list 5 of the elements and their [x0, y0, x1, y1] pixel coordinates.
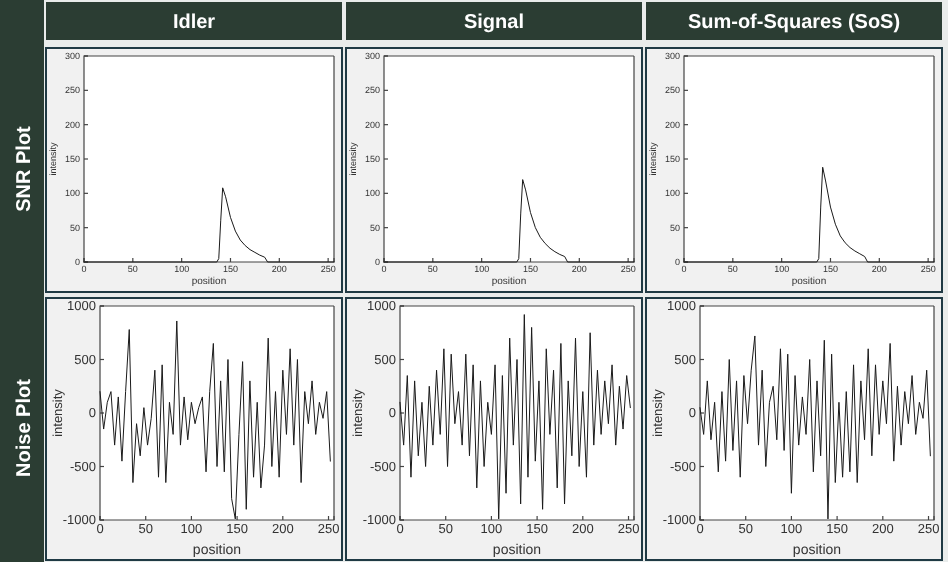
- text: Noise Plot: [14, 377, 36, 477]
- chart-title: Sum-of-Squares (SoS): [687, 12, 901, 34]
- chart-title: Signal: [463, 12, 525, 34]
- text: SNR Plot: [14, 124, 36, 212]
- chart-title: Idler: [172, 12, 216, 34]
